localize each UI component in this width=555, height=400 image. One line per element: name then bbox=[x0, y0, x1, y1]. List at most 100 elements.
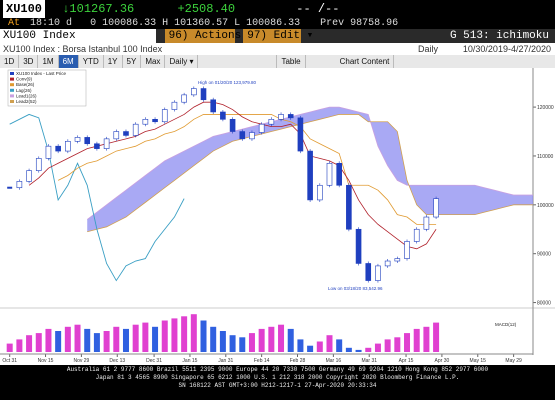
range-button[interactable]: 5Y bbox=[123, 55, 142, 68]
candle bbox=[161, 109, 168, 123]
candle bbox=[132, 123, 139, 136]
range-button[interactable]: Max bbox=[141, 55, 166, 68]
date-range: 10/30/2019-4/27/2020 bbox=[462, 44, 551, 54]
x-tick-label: Nov 15 bbox=[38, 358, 54, 364]
candle bbox=[142, 119, 149, 125]
table-button[interactable]: Table bbox=[277, 55, 306, 68]
legend-swatch bbox=[10, 94, 14, 98]
candle bbox=[355, 228, 362, 264]
legend-box bbox=[7, 69, 87, 107]
candle bbox=[394, 258, 401, 262]
candle bbox=[297, 117, 304, 152]
legend-swatch bbox=[10, 77, 14, 81]
bid-ask: -- /-- bbox=[296, 2, 340, 16]
ticker[interactable]: XU100 bbox=[3, 0, 46, 18]
histogram-bar bbox=[16, 339, 23, 352]
candle bbox=[200, 88, 207, 101]
histogram-bar bbox=[122, 328, 129, 352]
candle bbox=[346, 184, 352, 230]
x-tick-label: Dec 31 bbox=[146, 358, 162, 364]
range-button[interactable]: 3D bbox=[19, 55, 39, 68]
y-tick-label: 100000 bbox=[537, 203, 554, 209]
range-button[interactable]: 1Y bbox=[104, 55, 123, 68]
histogram-bar bbox=[326, 335, 333, 352]
histogram-bar bbox=[287, 328, 294, 352]
frequency-select[interactable]: Daily ▾ bbox=[165, 55, 199, 68]
histogram-bar bbox=[394, 337, 401, 352]
candle bbox=[55, 145, 61, 152]
candle bbox=[65, 140, 71, 152]
histogram-bar bbox=[307, 345, 314, 352]
candle bbox=[413, 228, 420, 242]
actions-menu[interactable]: 96) Actions ▾ bbox=[164, 29, 254, 43]
x-tick-label: May 29 bbox=[505, 358, 522, 364]
histogram-bar bbox=[316, 341, 323, 352]
x-tick-label: Nov 29 bbox=[73, 358, 89, 364]
y-tick-label: 120000 bbox=[537, 105, 554, 111]
legend-label: XU100 Index - Last Price bbox=[16, 71, 67, 76]
chart-content-button[interactable]: Chart Content bbox=[336, 55, 395, 68]
x-tick-label: Mar 16 bbox=[326, 358, 342, 364]
candle bbox=[229, 119, 236, 132]
candle bbox=[113, 131, 120, 140]
histogram-bar bbox=[142, 322, 149, 352]
chart: 80000 90000 100000 110000 120000 XU100 Index … bbox=[0, 68, 555, 365]
histogram-bar bbox=[200, 320, 207, 352]
histogram-bar bbox=[374, 343, 381, 352]
description: XU100 Index : Borsa Istanbul 100 Index bbox=[3, 44, 163, 54]
footer-line: Australia 61 2 9777 8600 Brazil 5511 239… bbox=[66, 366, 489, 373]
histogram-bar bbox=[113, 326, 120, 352]
candle bbox=[287, 114, 294, 119]
time: 18:10 d bbox=[30, 18, 73, 29]
histogram-bar bbox=[64, 326, 71, 352]
histogram-bar bbox=[365, 347, 372, 352]
edit-menu[interactable]: 97) Edit ▾ bbox=[243, 29, 313, 43]
candle bbox=[171, 101, 178, 110]
legend-label: Lead1(26) bbox=[16, 93, 37, 98]
histogram-bar bbox=[161, 320, 168, 352]
candle bbox=[181, 94, 187, 103]
candle bbox=[191, 88, 197, 96]
histogram-bar bbox=[210, 326, 217, 352]
histogram-bar bbox=[219, 331, 226, 352]
histogram-bar bbox=[355, 349, 362, 352]
range-button[interactable]: 1M bbox=[38, 55, 59, 68]
legend-swatch bbox=[10, 83, 14, 87]
last-price: ↓101267.36 bbox=[62, 2, 135, 16]
histogram-bar bbox=[84, 328, 91, 352]
candle bbox=[258, 123, 265, 133]
histogram-bar bbox=[55, 331, 62, 352]
candle bbox=[384, 260, 391, 267]
security[interactable]: XU100 Index bbox=[0, 29, 156, 43]
candle bbox=[433, 198, 439, 218]
legend-swatch bbox=[10, 72, 14, 75]
candle bbox=[7, 186, 13, 189]
histogram-bar bbox=[239, 337, 246, 352]
histogram-bar bbox=[345, 347, 352, 352]
histogram-bar bbox=[171, 318, 178, 352]
candle bbox=[365, 263, 372, 281]
candle bbox=[220, 111, 226, 120]
histogram-bar bbox=[74, 324, 81, 352]
range-button[interactable]: 1D bbox=[0, 55, 20, 68]
indicator-legend: MACD(12) bbox=[495, 322, 517, 327]
histogram-bar bbox=[26, 335, 33, 352]
quote-values: 0 100086.33 H 101360.57 L 100086.33 bbox=[90, 18, 301, 29]
histogram-bar bbox=[268, 326, 275, 352]
y-tick-label: 90000 bbox=[537, 252, 551, 258]
footer: Australia 61 2 9777 8600 Brazil 5511 239… bbox=[0, 366, 555, 390]
candle bbox=[268, 119, 275, 125]
function-bar: XU100 Index 96) Actions ▾ 97) Edit ▾ G 5… bbox=[0, 29, 555, 43]
quote-bar: XU100 ↓101267.36 +2508.40 -- /-- bbox=[0, 0, 555, 18]
range-button[interactable]: 6M bbox=[58, 55, 79, 68]
x-tick-label: Apr 15 bbox=[399, 358, 414, 364]
x-tick-label: Jan 31 bbox=[218, 358, 233, 364]
histogram-bar bbox=[181, 316, 188, 352]
histogram-bar bbox=[423, 326, 430, 352]
candle bbox=[423, 216, 430, 230]
range-button[interactable]: YTD bbox=[79, 55, 104, 68]
annotation: High on 01/20/20 123,979.80 bbox=[198, 80, 257, 85]
footer-line: SN 168122 AST GMT+3:00 H212-1217-1 27-Ap… bbox=[178, 382, 377, 389]
quote-detail: At 18:10 d 0 100086.33 H 101360.57 L 100… bbox=[0, 18, 555, 29]
